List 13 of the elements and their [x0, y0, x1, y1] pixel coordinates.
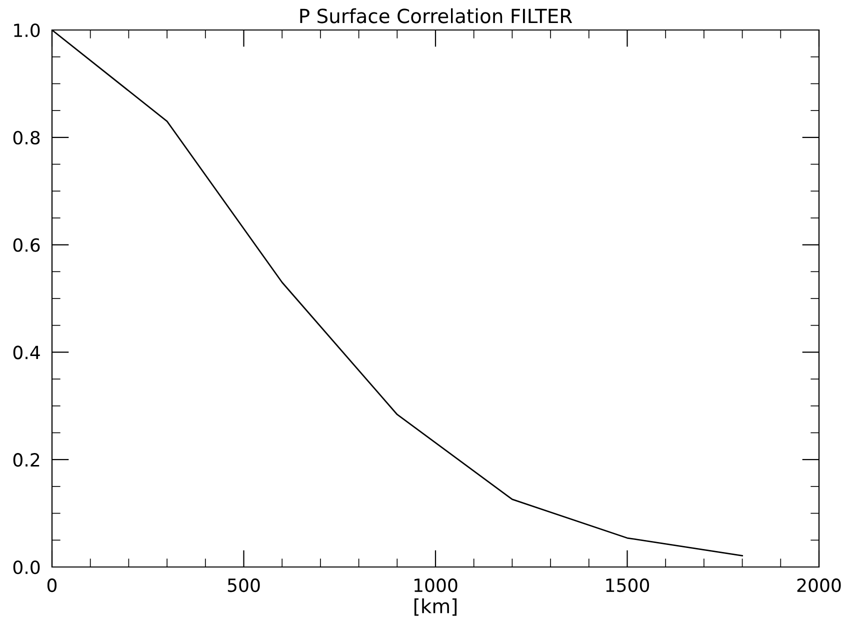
x-axis-title: [km]	[414, 598, 457, 616]
y-tick-label: 1.0	[14, 23, 40, 38]
y-tick-label: 0.4	[13, 346, 40, 360]
x-tick-label: 0	[47, 578, 57, 592]
x-tick-label: 500	[228, 578, 260, 592]
chart-title: P Surface Correlation FILTER	[300, 8, 572, 24]
x-tick-label: 1500	[606, 578, 650, 592]
x-tick-label: 2000	[797, 578, 841, 592]
y-tick-label: 0.2	[13, 453, 40, 467]
y-tick-label: 0.0	[13, 560, 40, 574]
x-tick-label: 1000	[414, 578, 458, 592]
y-tick-label: 0.8	[13, 130, 40, 145]
y-tick-label: 0.6	[13, 238, 40, 252]
